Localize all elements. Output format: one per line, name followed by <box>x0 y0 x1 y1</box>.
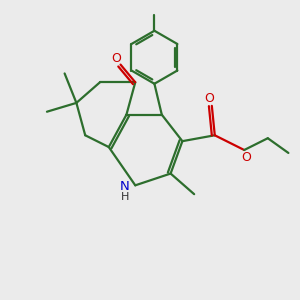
Text: O: O <box>241 151 250 164</box>
Text: O: O <box>111 52 121 64</box>
Text: H: H <box>121 191 129 202</box>
Text: N: N <box>120 180 130 193</box>
Text: O: O <box>205 92 214 105</box>
